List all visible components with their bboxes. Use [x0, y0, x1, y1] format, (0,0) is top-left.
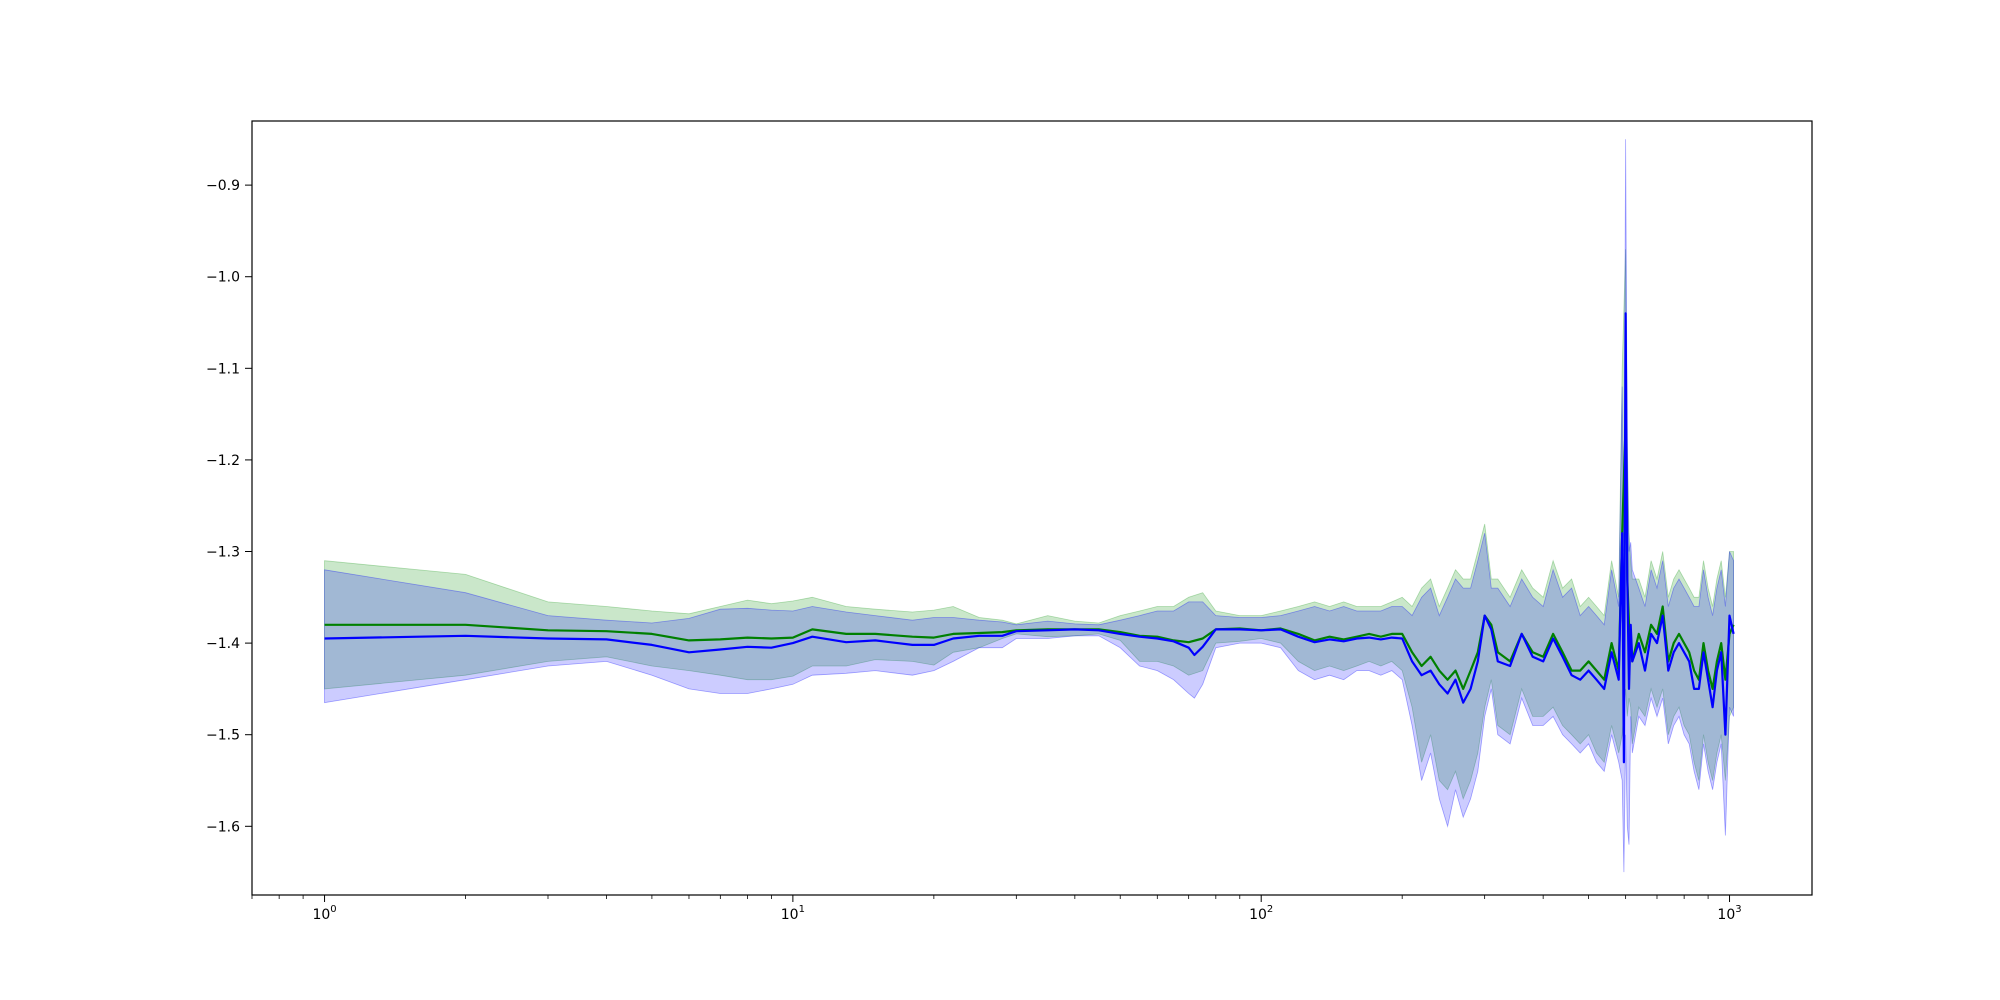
- y-tick-label: −1.5: [206, 728, 240, 744]
- y-axis: −0.9 −1.0 −1.1 −1.2 −1.3 −1.4 −1.5 −1.6: [206, 178, 252, 835]
- x-axis: 100 101 102 103: [251, 895, 1742, 923]
- y-tick-label: −1.6: [206, 819, 240, 835]
- y-tick-label: −1.3: [206, 545, 240, 561]
- plot-frame: [251, 120, 1813, 896]
- y-tick-label: −1.4: [206, 636, 240, 652]
- x-tick-label: 101: [781, 904, 805, 923]
- series-1-line: [324, 422, 1735, 691]
- confidence-bands: [324, 139, 1734, 873]
- x-tick-label: 103: [1717, 904, 1741, 923]
- y-tick-label: −0.9: [206, 178, 240, 194]
- x-tick-label: 102: [1249, 904, 1273, 923]
- x-tick-label: 100: [312, 904, 336, 923]
- series-lines: [324, 312, 1735, 764]
- series-2-band: [324, 139, 1734, 873]
- series-1-band: [324, 249, 1734, 801]
- y-tick-label: −1.0: [206, 270, 240, 286]
- y-tick-label: −1.2: [206, 453, 240, 469]
- y-tick-label: −1.1: [206, 361, 240, 377]
- series-2-line: [324, 312, 1735, 764]
